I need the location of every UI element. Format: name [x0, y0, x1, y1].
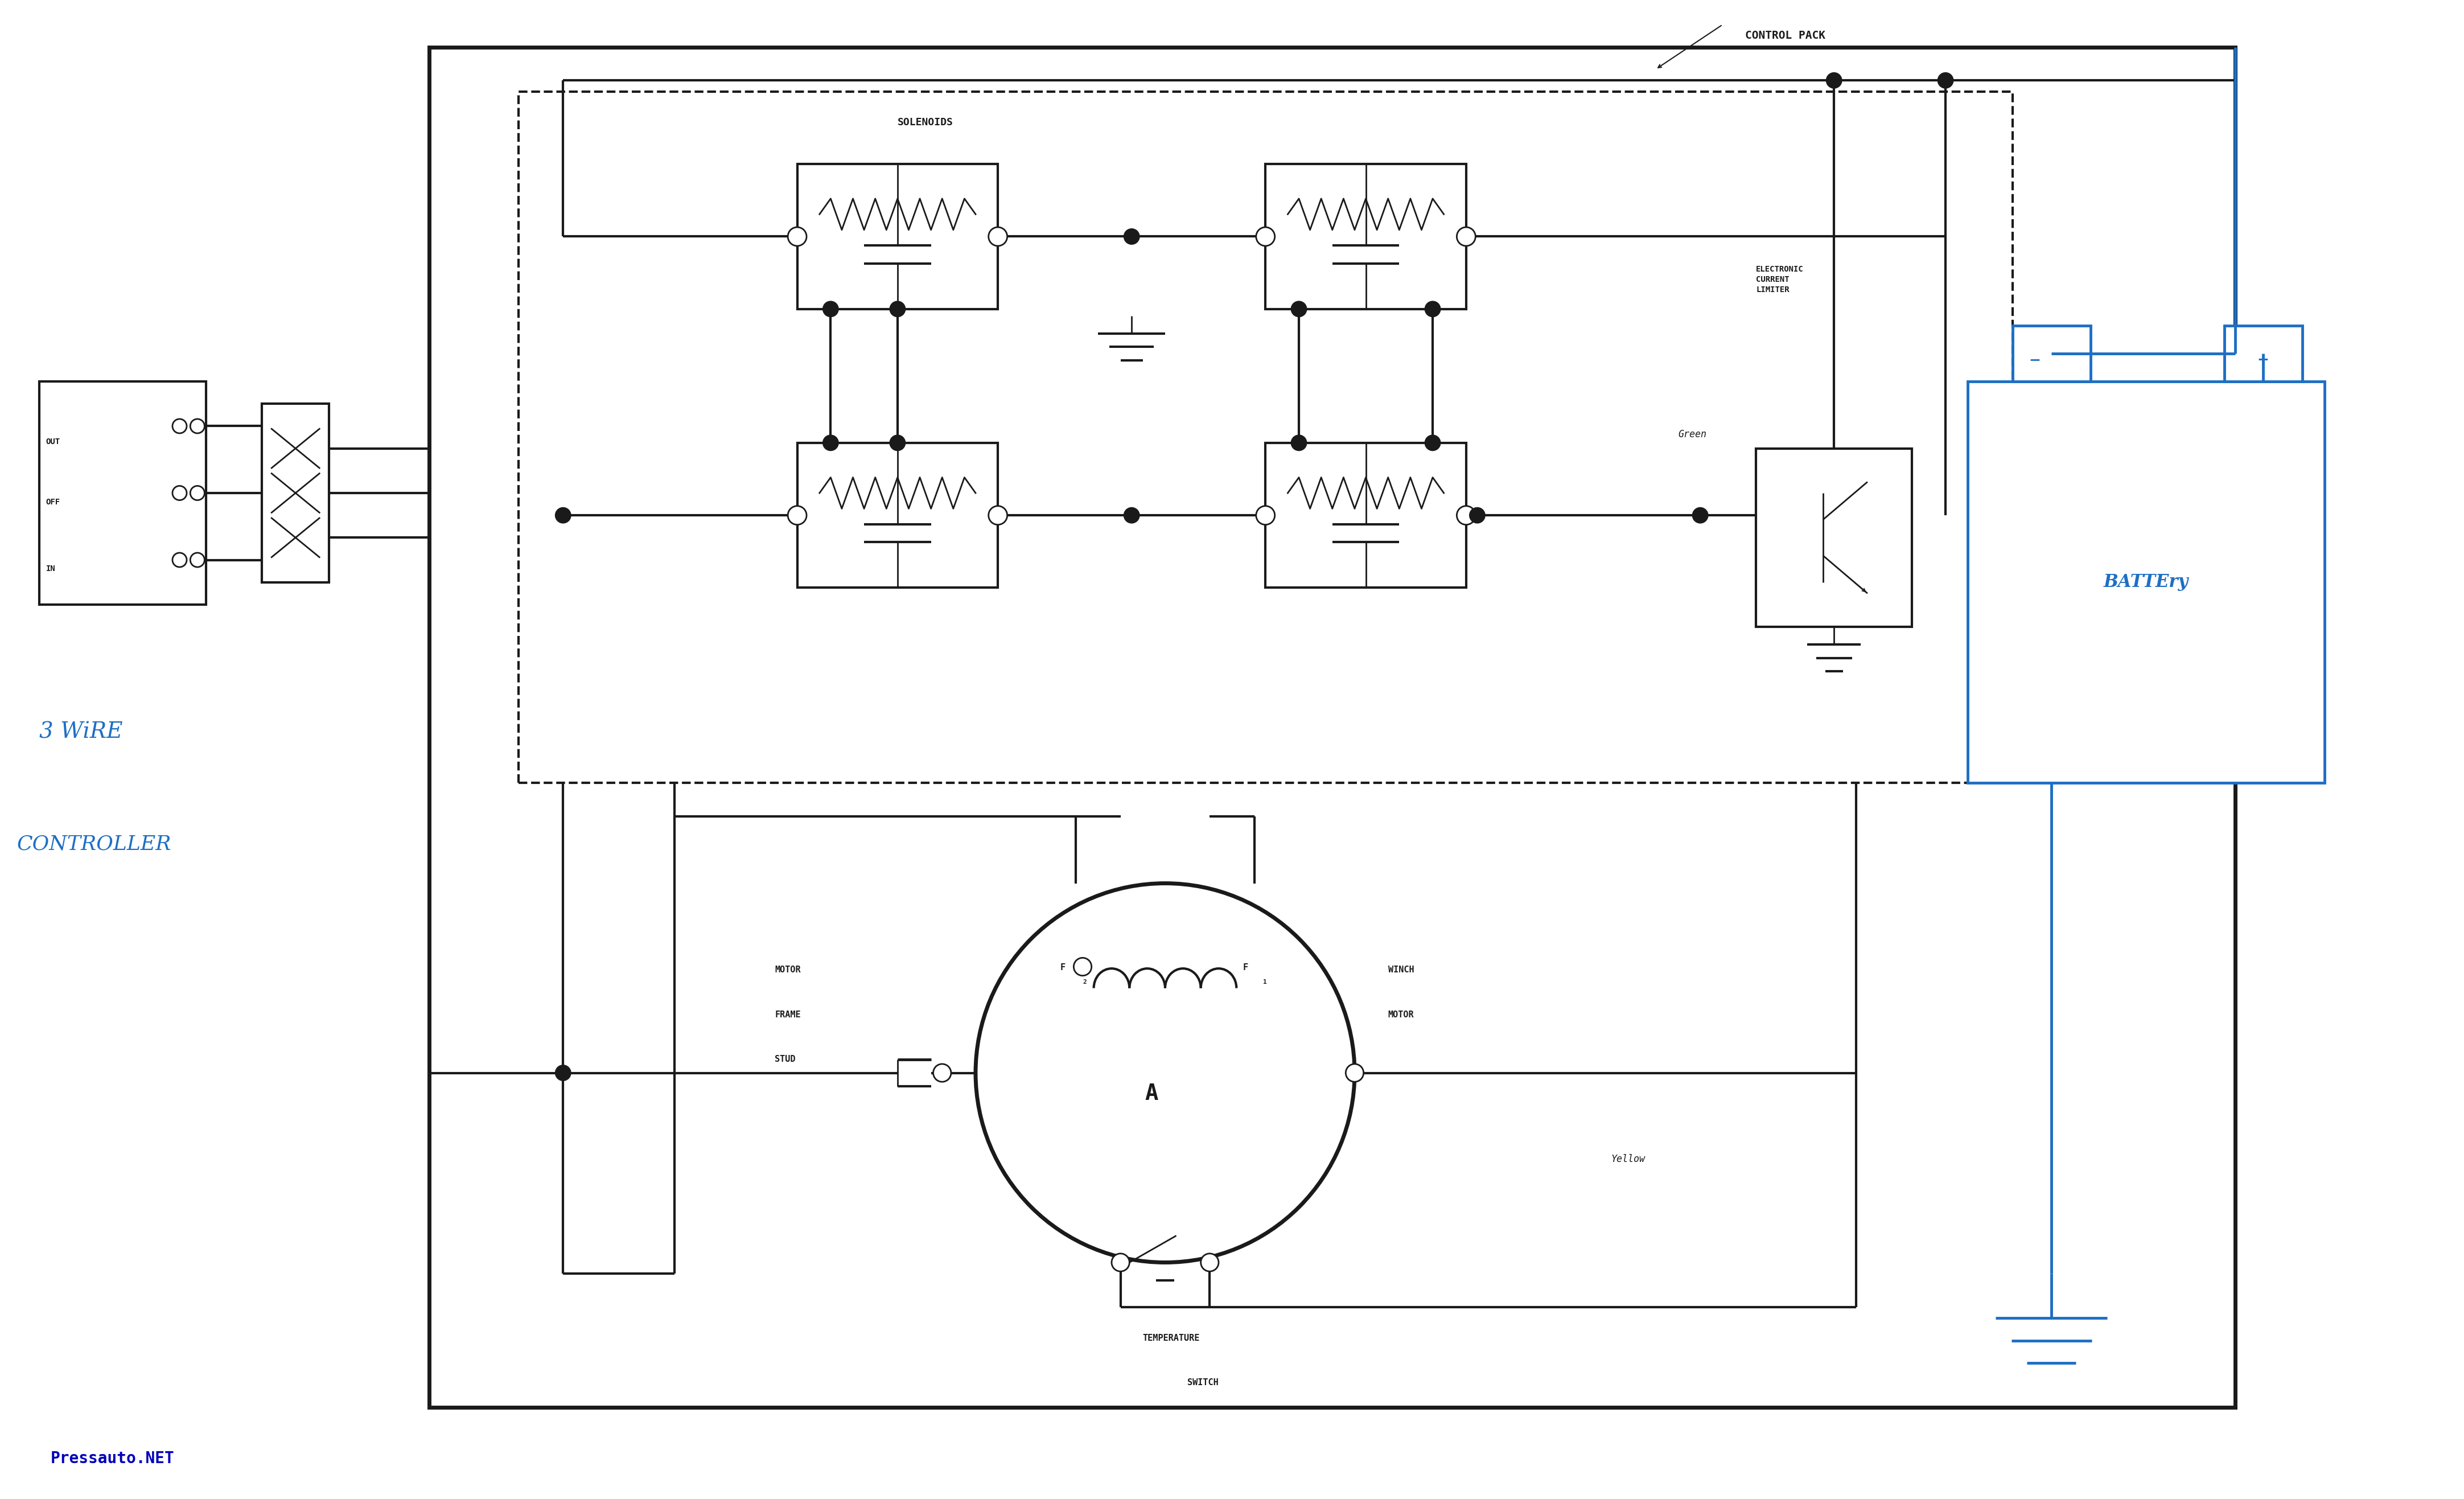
Circle shape — [1200, 1253, 1220, 1271]
Circle shape — [976, 883, 1355, 1262]
Bar — [2013, 325, 2089, 382]
Circle shape — [1124, 508, 1138, 523]
Circle shape — [934, 1064, 951, 1082]
Circle shape — [554, 1066, 572, 1081]
Circle shape — [1469, 508, 1486, 523]
Text: MOTOR: MOTOR — [1387, 1010, 1414, 1019]
Circle shape — [554, 508, 572, 523]
Circle shape — [1291, 301, 1306, 316]
Circle shape — [1456, 507, 1476, 525]
Circle shape — [172, 553, 187, 567]
Text: MOTOR: MOTOR — [774, 965, 801, 974]
Circle shape — [988, 507, 1008, 525]
Text: OFF: OFF — [47, 498, 59, 505]
Circle shape — [190, 486, 205, 501]
Circle shape — [1345, 1064, 1363, 1082]
Circle shape — [1456, 228, 1476, 246]
Circle shape — [823, 301, 838, 316]
Text: Pressauto.NET: Pressauto.NET — [49, 1451, 175, 1466]
Text: TEMPERATURE: TEMPERATURE — [1143, 1334, 1200, 1342]
Text: BATTEry: BATTEry — [2104, 574, 2188, 591]
Text: F: F — [1060, 964, 1064, 971]
Bar — [1266, 163, 1466, 309]
Text: F: F — [1244, 964, 1249, 971]
Circle shape — [190, 420, 205, 433]
Text: A: A — [1146, 1082, 1158, 1105]
Circle shape — [1826, 72, 1841, 88]
Circle shape — [172, 420, 187, 433]
Bar — [798, 442, 998, 588]
Bar — [1969, 382, 2324, 782]
Bar — [429, 46, 2235, 1408]
Bar — [39, 382, 207, 604]
Bar — [798, 163, 998, 309]
Bar — [2225, 325, 2301, 382]
Circle shape — [788, 228, 806, 246]
Circle shape — [890, 301, 904, 316]
Circle shape — [890, 435, 904, 451]
Text: IN: IN — [47, 565, 54, 573]
Text: WINCH: WINCH — [1387, 965, 1414, 974]
Circle shape — [1424, 301, 1441, 316]
Text: Yellow: Yellow — [1611, 1154, 1646, 1165]
Text: SWITCH: SWITCH — [1188, 1378, 1220, 1387]
Text: +: + — [2257, 352, 2269, 367]
Circle shape — [1693, 508, 1708, 523]
Text: STUD: STUD — [774, 1055, 796, 1063]
Circle shape — [988, 228, 1008, 246]
Circle shape — [1257, 228, 1274, 246]
Circle shape — [1291, 435, 1306, 451]
Bar — [261, 403, 330, 582]
Bar — [517, 91, 2013, 782]
Circle shape — [1124, 229, 1138, 244]
Text: FRAME: FRAME — [774, 1010, 801, 1019]
Text: SOLENOIDS: SOLENOIDS — [897, 117, 954, 127]
Circle shape — [1937, 72, 1954, 88]
Text: ELECTRONIC
CURRENT
LIMITER: ELECTRONIC CURRENT LIMITER — [1757, 265, 1804, 294]
Bar — [1757, 448, 1912, 627]
Text: 3 WiRE: 3 WiRE — [39, 723, 123, 744]
Circle shape — [1074, 958, 1092, 976]
Circle shape — [823, 435, 838, 451]
Circle shape — [1424, 435, 1441, 451]
Text: CONTROLLER: CONTROLLER — [17, 835, 172, 854]
Circle shape — [1111, 1253, 1129, 1271]
Circle shape — [788, 507, 806, 525]
Text: 1: 1 — [1264, 979, 1266, 985]
Circle shape — [172, 486, 187, 501]
Circle shape — [1257, 507, 1274, 525]
Text: Green: Green — [1678, 429, 1708, 439]
Text: OUT: OUT — [47, 438, 59, 445]
Bar — [1266, 442, 1466, 588]
Circle shape — [190, 553, 205, 567]
Text: 2: 2 — [1082, 979, 1087, 985]
Text: −: − — [2028, 352, 2040, 367]
Text: CONTROL PACK: CONTROL PACK — [1745, 30, 1826, 42]
